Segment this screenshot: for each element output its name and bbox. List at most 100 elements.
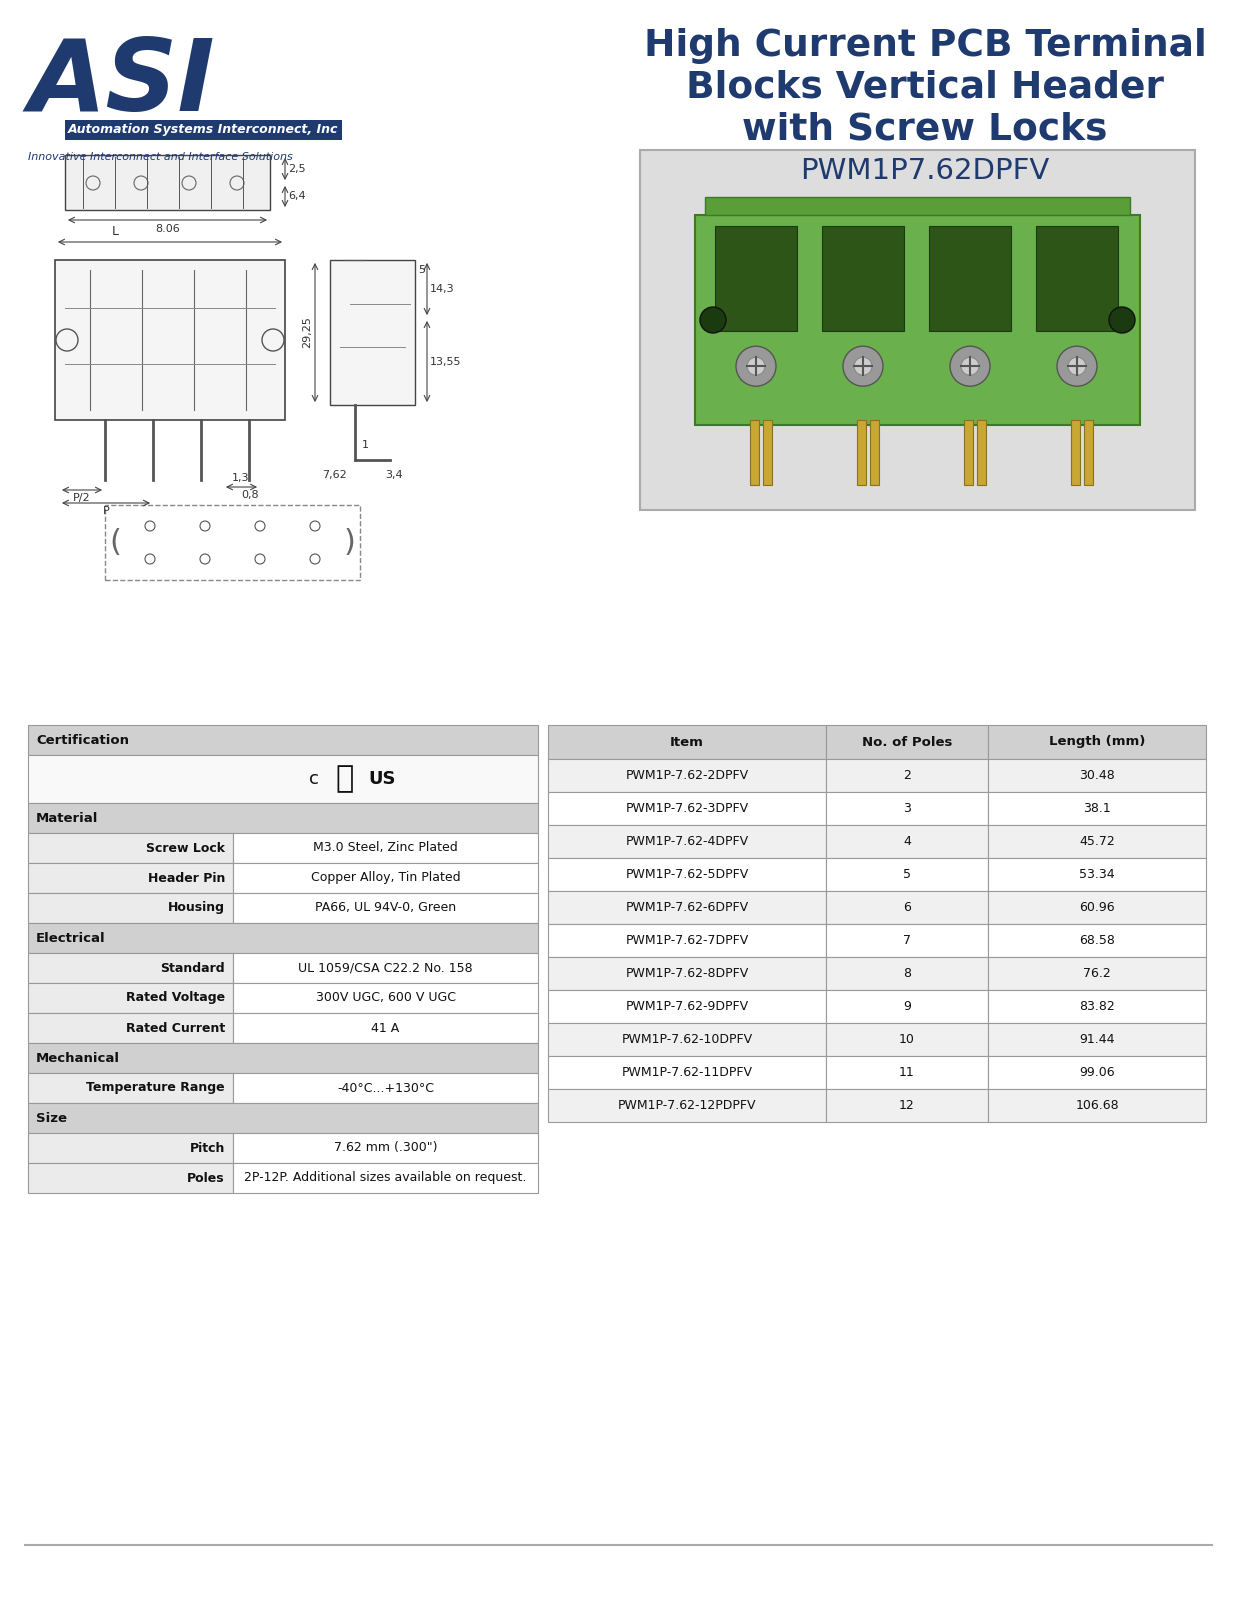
Text: Rated Current: Rated Current xyxy=(126,1021,225,1035)
Text: Blocks Vertical Header: Blocks Vertical Header xyxy=(687,70,1164,106)
Bar xyxy=(548,1056,826,1090)
Bar xyxy=(964,419,974,485)
Text: Innovative Interconnect and Interface Solutions: Innovative Interconnect and Interface So… xyxy=(28,152,293,162)
Bar xyxy=(233,834,538,862)
Text: PWM1P-7.62-4DPFV: PWM1P-7.62-4DPFV xyxy=(626,835,748,848)
Bar xyxy=(548,858,826,891)
Text: Electrical: Electrical xyxy=(36,931,105,944)
Text: 68.58: 68.58 xyxy=(1079,934,1115,947)
Text: 300V UGC, 600 V UGC: 300V UGC, 600 V UGC xyxy=(315,992,455,1005)
Text: Copper Alloy, Tin Plated: Copper Alloy, Tin Plated xyxy=(310,872,460,885)
Bar xyxy=(763,419,772,485)
Text: 2P-12P. Additional sizes available on request.: 2P-12P. Additional sizes available on re… xyxy=(245,1171,527,1184)
Text: Mechanical: Mechanical xyxy=(36,1051,120,1064)
Text: UL 1059/CSA C22.2 No. 158: UL 1059/CSA C22.2 No. 158 xyxy=(298,962,473,974)
Bar xyxy=(857,419,866,485)
Bar xyxy=(826,758,988,792)
Bar xyxy=(826,725,988,758)
Bar xyxy=(988,957,1206,990)
Bar xyxy=(988,1022,1206,1056)
Bar xyxy=(28,725,538,755)
Text: 29,25: 29,25 xyxy=(302,317,312,349)
Circle shape xyxy=(700,307,726,333)
Text: High Current PCB Terminal: High Current PCB Terminal xyxy=(643,27,1206,64)
Bar xyxy=(548,990,826,1022)
Bar xyxy=(548,891,826,925)
Text: Pitch: Pitch xyxy=(189,1141,225,1155)
Text: Standard: Standard xyxy=(161,962,225,974)
Bar xyxy=(28,923,538,954)
Bar xyxy=(105,506,360,579)
Text: 2: 2 xyxy=(903,770,910,782)
Text: ): ) xyxy=(344,528,356,557)
Text: Size: Size xyxy=(36,1112,67,1125)
Text: M3.0 Steel, Zinc Plated: M3.0 Steel, Zinc Plated xyxy=(313,842,458,854)
Text: PWM1P-7.62-8DPFV: PWM1P-7.62-8DPFV xyxy=(626,966,748,979)
Text: 9: 9 xyxy=(903,1000,910,1013)
Text: 3: 3 xyxy=(903,802,910,814)
Bar xyxy=(826,990,988,1022)
Bar xyxy=(715,226,797,331)
Text: 10: 10 xyxy=(899,1034,915,1046)
Bar xyxy=(826,1022,988,1056)
Bar xyxy=(988,990,1206,1022)
Text: No. of Poles: No. of Poles xyxy=(862,736,952,749)
Text: PWM1P-7.62-11DPFV: PWM1P-7.62-11DPFV xyxy=(621,1066,752,1078)
Bar xyxy=(826,1056,988,1090)
Bar xyxy=(988,725,1206,758)
Text: Poles: Poles xyxy=(187,1171,225,1184)
Bar xyxy=(28,862,233,893)
Bar xyxy=(548,792,826,826)
Bar xyxy=(54,259,285,419)
Text: c: c xyxy=(309,770,319,787)
Text: 0,8: 0,8 xyxy=(241,490,259,499)
Bar xyxy=(548,957,826,990)
Bar xyxy=(826,957,988,990)
Text: 53.34: 53.34 xyxy=(1079,867,1115,882)
Text: 106.68: 106.68 xyxy=(1075,1099,1118,1112)
Bar xyxy=(988,858,1206,891)
Text: 38.1: 38.1 xyxy=(1084,802,1111,814)
Bar xyxy=(28,1013,233,1043)
Bar xyxy=(826,891,988,925)
Text: with Screw Locks: with Screw Locks xyxy=(742,112,1107,149)
Text: Rated Voltage: Rated Voltage xyxy=(126,992,225,1005)
Text: Material: Material xyxy=(36,811,99,824)
Circle shape xyxy=(747,357,764,376)
Text: PWM1P-7.62-10DPFV: PWM1P-7.62-10DPFV xyxy=(621,1034,752,1046)
Bar xyxy=(548,1090,826,1122)
Bar xyxy=(233,982,538,1013)
Bar xyxy=(28,755,538,803)
Circle shape xyxy=(736,346,776,386)
Text: ASI: ASI xyxy=(28,35,215,133)
Text: PWM1P-7.62-7DPFV: PWM1P-7.62-7DPFV xyxy=(626,934,748,947)
Bar xyxy=(988,891,1206,925)
Text: 41 A: 41 A xyxy=(371,1021,400,1035)
Text: PWM1P-7.62-3DPFV: PWM1P-7.62-3DPFV xyxy=(626,802,748,814)
Bar xyxy=(66,155,270,210)
Bar xyxy=(28,1133,233,1163)
Bar xyxy=(548,1022,826,1056)
Text: Ⓡ: Ⓡ xyxy=(335,765,354,794)
Text: US: US xyxy=(369,770,396,787)
Text: 1: 1 xyxy=(361,440,369,450)
Bar xyxy=(988,792,1206,826)
Bar xyxy=(233,954,538,982)
Text: Screw Lock: Screw Lock xyxy=(146,842,225,854)
Text: 7,62: 7,62 xyxy=(322,470,346,480)
Text: 83.82: 83.82 xyxy=(1079,1000,1115,1013)
Bar xyxy=(233,1133,538,1163)
Bar xyxy=(28,954,233,982)
Bar xyxy=(1037,226,1118,331)
Bar xyxy=(870,419,880,485)
Bar xyxy=(988,758,1206,792)
Text: 6: 6 xyxy=(903,901,910,914)
Text: 60.96: 60.96 xyxy=(1079,901,1115,914)
Bar xyxy=(28,1043,538,1074)
Bar xyxy=(1084,419,1094,485)
Text: Certification: Certification xyxy=(36,733,129,747)
Text: 13,55: 13,55 xyxy=(430,357,461,366)
Circle shape xyxy=(1110,307,1136,333)
Bar xyxy=(988,1056,1206,1090)
Text: 99.06: 99.06 xyxy=(1079,1066,1115,1078)
